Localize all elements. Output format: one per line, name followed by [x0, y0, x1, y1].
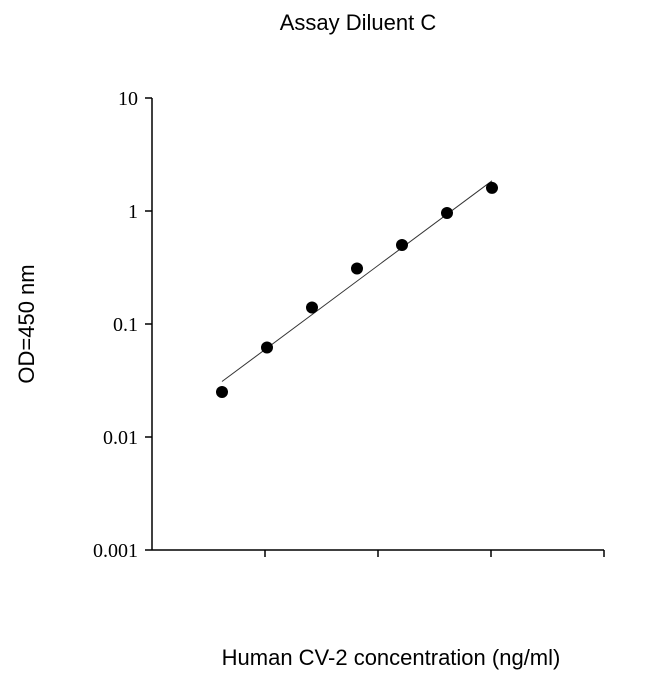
data-point [306, 301, 318, 314]
data-point [486, 181, 498, 194]
y-tick-label: 0.1 [113, 314, 138, 336]
data-point [396, 239, 408, 252]
y-axis-ticks: 10 1 0.1 0.01 0.001 [93, 88, 152, 562]
data-point [351, 262, 363, 275]
y-tick-label: 0.001 [93, 540, 138, 562]
x-axis-ticks [264, 550, 605, 557]
y-axis-label: OD=450 nm [14, 264, 39, 383]
data-points [216, 181, 498, 399]
y-tick-label: 1 [128, 201, 138, 223]
data-point [216, 386, 228, 399]
x-axis-label: Human CV-2 concentration (ng/ml) [222, 645, 561, 670]
y-tick-label: 10 [118, 88, 138, 110]
chart-title: Assay Diluent C [280, 10, 437, 35]
data-point [261, 341, 273, 354]
data-point [441, 207, 453, 220]
y-tick-label: 0.01 [103, 427, 138, 449]
